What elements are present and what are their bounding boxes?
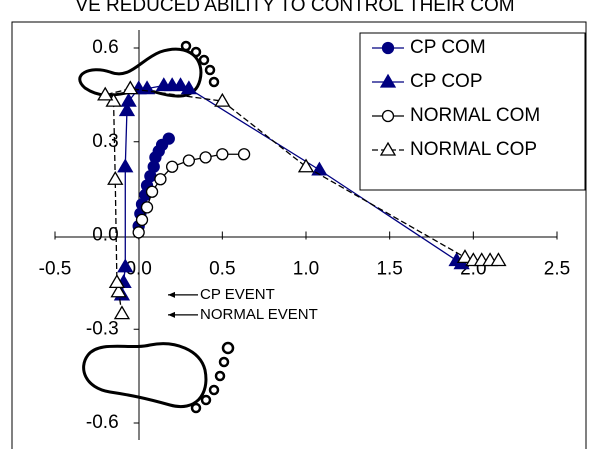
annotation: NORMAL EVENT bbox=[200, 306, 318, 323]
plot-frame bbox=[11, 21, 587, 449]
data-point bbox=[311, 161, 328, 176]
y-tick-label: -0.3 bbox=[86, 318, 119, 339]
x-tick-label: -0.5 bbox=[39, 259, 72, 280]
data-point bbox=[120, 92, 137, 107]
data-point bbox=[297, 158, 315, 173]
y-tick-label: 0.6 bbox=[92, 37, 118, 58]
x-tick-label: 1.5 bbox=[376, 259, 402, 280]
data-point bbox=[182, 154, 196, 167]
data-point bbox=[165, 160, 179, 173]
y-tick-label: 0.3 bbox=[92, 131, 118, 152]
legend-marker bbox=[379, 73, 397, 88]
foot-bottom bbox=[82, 342, 208, 408]
series-line bbox=[138, 153, 245, 233]
data-point bbox=[118, 102, 136, 117]
legend-label: NORMAL COM bbox=[410, 105, 540, 126]
data-point bbox=[180, 80, 197, 95]
x-tick-label: 1.0 bbox=[293, 259, 319, 280]
data-point bbox=[117, 158, 134, 173]
data-point bbox=[108, 274, 126, 289]
series-line bbox=[103, 87, 499, 314]
annotation-arrowhead bbox=[168, 311, 175, 318]
data-point bbox=[122, 80, 139, 95]
data-point bbox=[216, 148, 229, 161]
legend-label: NORMAL COP bbox=[410, 139, 537, 160]
legend-label: CP COP bbox=[410, 71, 483, 92]
data-point bbox=[199, 151, 212, 164]
y-tick-label: -0.6 bbox=[86, 412, 119, 433]
data-point bbox=[154, 173, 167, 186]
data-point bbox=[162, 132, 175, 145]
legend-label: CP COM bbox=[410, 37, 486, 58]
data-point bbox=[237, 148, 251, 161]
footprints bbox=[78, 40, 235, 414]
data-point bbox=[145, 185, 159, 198]
legend-marker bbox=[381, 41, 395, 55]
x-tick-label: 2.5 bbox=[544, 259, 570, 280]
data-point bbox=[490, 252, 507, 267]
data-point bbox=[456, 249, 474, 264]
data-point bbox=[132, 226, 145, 239]
annotation: CP EVENT bbox=[200, 286, 275, 303]
data-point bbox=[172, 77, 189, 92]
data-point bbox=[117, 258, 134, 273]
annotation-arrowhead bbox=[168, 291, 175, 298]
data-point bbox=[107, 170, 124, 185]
legend-marker bbox=[381, 109, 395, 123]
data-point bbox=[214, 92, 231, 107]
data-point bbox=[97, 86, 114, 101]
data-point bbox=[113, 305, 131, 320]
data-point bbox=[140, 201, 154, 214]
x-tick-label: 0.0 bbox=[125, 259, 151, 280]
x-tick-label: 0.5 bbox=[209, 259, 235, 280]
legend bbox=[359, 32, 586, 191]
data-point bbox=[110, 283, 127, 298]
legend-marker bbox=[379, 141, 397, 156]
data-point bbox=[135, 213, 149, 227]
chart-title: VE REDUCED ABILITY TO CONTROL THEIR COM bbox=[75, 0, 514, 16]
y-tick-label: 0.0 bbox=[92, 225, 118, 246]
